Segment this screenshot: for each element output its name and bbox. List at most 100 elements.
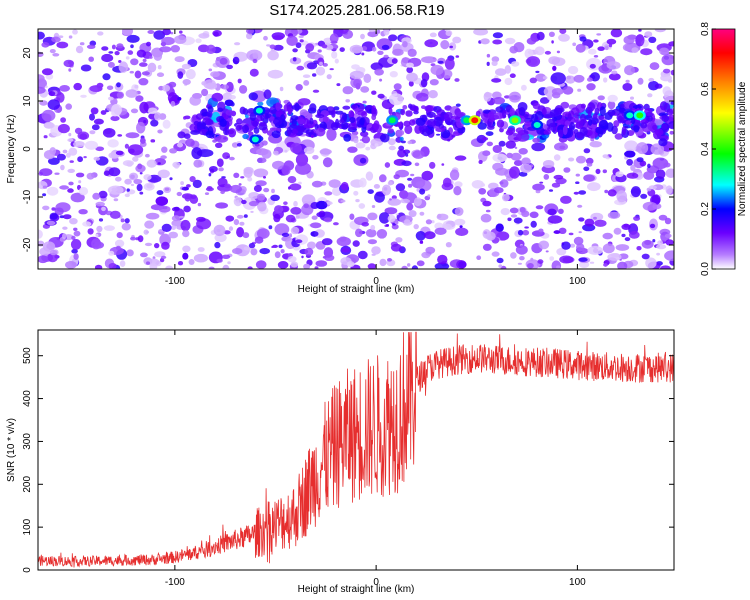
spectrogram-cell — [170, 45, 180, 53]
spectrogram-cell — [551, 88, 564, 96]
spectrogram-cell — [498, 264, 503, 268]
spectrogram-cell — [73, 253, 79, 260]
spectrogram-band-cell — [599, 106, 606, 117]
spectrogram-cell — [419, 188, 426, 195]
spectrogram-cell — [65, 261, 77, 269]
spectrogram-cell — [125, 132, 140, 139]
spectrogram-cell — [59, 215, 65, 219]
spectrogram-cell — [429, 79, 439, 86]
spectrogram-cell — [248, 92, 258, 101]
spectrogram-cell — [604, 189, 609, 194]
colorbar: 0.0 0.2 0.4 0.6 0.8 Normalized spectral ampl… — [700, 22, 748, 276]
spectrogram-band-cell — [349, 116, 356, 124]
spectrogram-cell — [252, 58, 258, 64]
spectrogram-cell — [436, 133, 441, 136]
spectrogram-band-cell — [435, 127, 446, 132]
spectrogram-cell — [189, 195, 199, 204]
spectrogram-cell — [376, 229, 388, 239]
spectrogram-band-cell — [335, 118, 340, 127]
spectrogram-cell — [108, 96, 114, 101]
spectrogram-cell — [144, 242, 153, 247]
spectrogram-cell — [656, 252, 660, 256]
spectrogram-band-cell — [297, 118, 306, 125]
spectrogram-cell — [389, 198, 392, 201]
spectrogram-cell — [553, 174, 564, 180]
spectrogram-cell — [284, 149, 288, 153]
spectrogram-cell — [603, 263, 608, 267]
spectrogram-cell — [492, 97, 505, 105]
spectrogram-band-cell — [305, 129, 314, 135]
spectrogram-cell — [115, 245, 121, 251]
spectrogram-cell — [127, 50, 134, 55]
spectrogram-cell — [647, 93, 653, 98]
spectrogram-cell — [494, 187, 504, 194]
spectrogram-cell — [408, 80, 414, 87]
spectrogram-band-cell — [357, 110, 367, 116]
spectrogram-cell — [177, 71, 184, 79]
spectrogram-cell — [303, 146, 315, 155]
spectrogram-cell — [95, 233, 99, 238]
spectrogram-cell — [49, 49, 56, 54]
spectrogram-band-cell — [404, 125, 413, 135]
spectrogram-cell — [111, 44, 116, 50]
spectrogram-cell — [502, 193, 510, 202]
spectrogram-band-cell — [227, 128, 237, 138]
spectrogram-cell — [124, 143, 129, 149]
spectrogram-cell — [645, 257, 657, 269]
spectrogram-cell — [586, 83, 596, 91]
spectrogram-cell — [556, 50, 561, 54]
spectrogram-band-cell — [550, 124, 557, 133]
colorbar-label: Normalized spectral amplitude — [737, 81, 748, 216]
spectrogram-cell — [641, 253, 650, 260]
spectrogram-band-cell — [580, 118, 587, 124]
spectrogram-cell — [530, 220, 537, 228]
spectrogram-cell — [195, 38, 202, 44]
spectrogram-cell — [267, 69, 284, 79]
spectrogram-cell — [481, 137, 489, 141]
spectrogram-cell — [593, 216, 597, 220]
spectrogram-cell — [188, 259, 195, 265]
spectrogram-cell — [189, 176, 196, 183]
spectrogram-cell — [304, 247, 314, 256]
spectrogram-cell — [372, 46, 377, 52]
spectrogram-cell — [414, 162, 420, 167]
spectrogram-cell — [380, 133, 390, 143]
spectrogram-cell — [575, 173, 580, 177]
spectrogram-cell — [492, 153, 508, 163]
spectrogram-cell — [73, 227, 78, 231]
spectrogram-cell — [583, 166, 590, 172]
spectrogram-cell — [367, 239, 377, 245]
spectrogram-cell — [361, 135, 371, 144]
spectrogram-cell — [290, 142, 302, 154]
spectrogram-cell — [144, 220, 155, 229]
spectrogram-cell — [73, 230, 81, 237]
spectrogram-cell — [521, 210, 530, 218]
spectrogram-cell — [54, 207, 64, 216]
spectrogram-cell — [156, 72, 165, 77]
spectrogram-cell — [597, 46, 605, 51]
spectrogram-cell — [140, 137, 146, 144]
spectrogram-cell — [454, 207, 464, 216]
spectrogram-cell — [249, 68, 259, 77]
spectrogram-cell — [654, 83, 663, 89]
spectrogram-cell — [424, 39, 439, 48]
spectrogram-cell — [663, 68, 671, 74]
spectrogram-cell — [43, 122, 55, 129]
spectrogram-cell — [160, 155, 167, 160]
spectrogram-cell — [161, 223, 172, 232]
spectrogram-cell — [360, 131, 369, 137]
spectrogram-band-cell — [341, 121, 349, 130]
spectrogram-cell — [406, 72, 418, 82]
spectrogram-cell — [607, 100, 616, 110]
spectrogram-cell — [323, 217, 333, 223]
spectrogram-band-cell — [590, 117, 599, 125]
spectrogram-cell — [416, 92, 429, 102]
spectrogram-cell — [526, 37, 537, 45]
spectrogram-cell — [196, 216, 206, 222]
spectrogram-cell — [388, 145, 396, 151]
spectrogram-band-cell — [507, 127, 516, 135]
spectrogram-cell — [98, 190, 108, 199]
spectrogram-cell — [124, 193, 130, 198]
spectrogram-cell — [616, 190, 627, 203]
spectrogram-cell — [365, 171, 374, 181]
